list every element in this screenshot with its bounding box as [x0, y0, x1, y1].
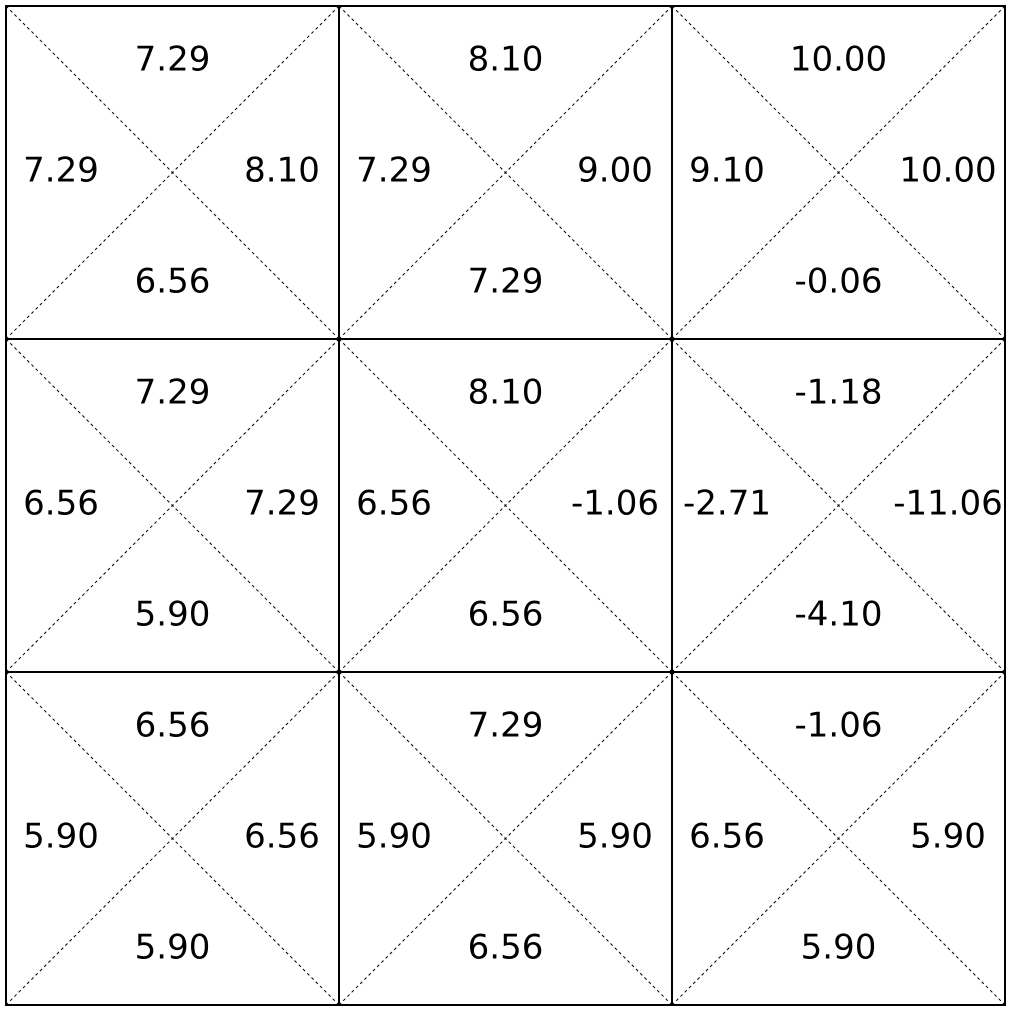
diagonal	[671, 5, 1006, 340]
q-right: 10.00	[899, 151, 996, 191]
q-up: 7.29	[468, 706, 544, 746]
q-left: 9.10	[689, 151, 765, 191]
q-up: 7.29	[135, 373, 211, 413]
diagonal	[5, 338, 340, 673]
q-right: -11.06	[893, 484, 1003, 524]
cell-border	[671, 671, 1006, 1006]
q-left: 6.56	[23, 484, 99, 524]
q-up: -1.18	[795, 373, 883, 413]
q-left: 6.56	[356, 484, 432, 524]
q-right: 6.56	[244, 817, 320, 857]
diagonal	[5, 5, 340, 340]
diagonal	[338, 671, 673, 1006]
q-right: 8.10	[244, 151, 320, 191]
diagonal	[5, 671, 340, 1006]
q-down: 6.56	[468, 595, 544, 635]
diagonal	[338, 5, 673, 340]
q-down: 7.29	[468, 262, 544, 302]
q-down: -0.06	[795, 262, 883, 302]
q-up: 8.10	[468, 40, 544, 80]
q-down: 6.56	[135, 262, 211, 302]
q-right: 5.90	[910, 817, 986, 857]
q-down: 5.90	[135, 595, 211, 635]
diagonal	[671, 338, 1006, 673]
q-right: 9.00	[577, 151, 653, 191]
q-up: 10.00	[790, 40, 887, 80]
q-up: 8.10	[468, 373, 544, 413]
q-left: -2.71	[683, 484, 771, 524]
q-up: -1.06	[795, 706, 883, 746]
q-left: 5.90	[23, 817, 99, 857]
q-left: 7.29	[23, 151, 99, 191]
diagonal	[671, 671, 1006, 1006]
q-left: 7.29	[356, 151, 432, 191]
q-up: 7.29	[135, 40, 211, 80]
q-up: 6.56	[135, 706, 211, 746]
q-down: 5.90	[801, 928, 877, 968]
q-right: 7.29	[244, 484, 320, 524]
q-left: 6.56	[689, 817, 765, 857]
q-left: 5.90	[356, 817, 432, 857]
diagonal	[338, 338, 673, 673]
q-right: -1.06	[571, 484, 659, 524]
q-down: 6.56	[468, 928, 544, 968]
q-down: -4.10	[795, 595, 883, 635]
q-down: 5.90	[135, 928, 211, 968]
q-right: 5.90	[577, 817, 653, 857]
